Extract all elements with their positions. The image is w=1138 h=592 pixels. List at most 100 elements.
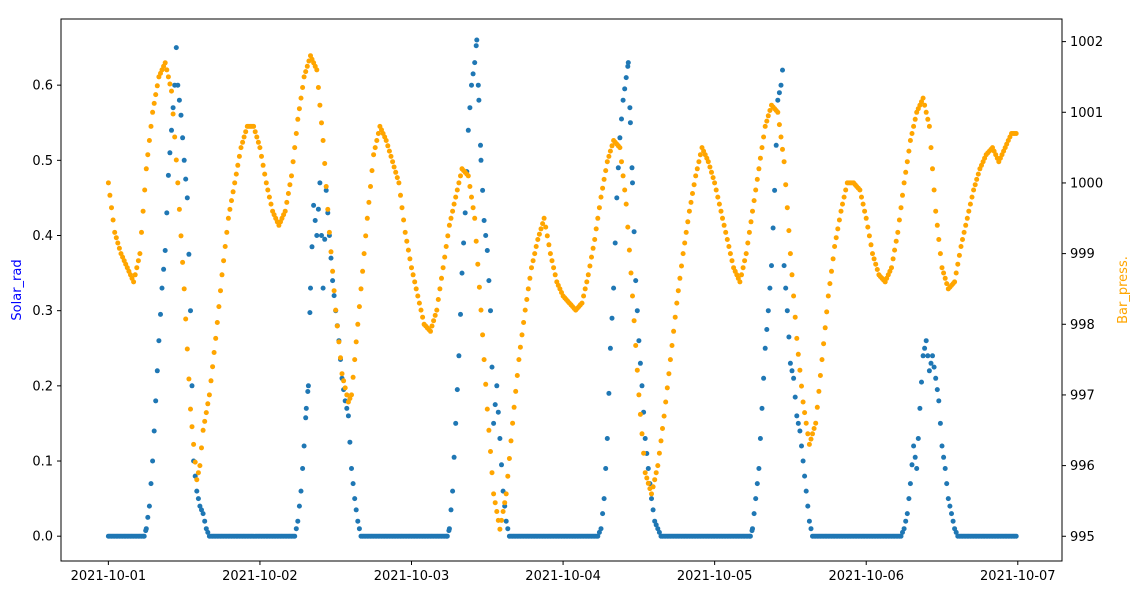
y-right-tick-label: 997: [1070, 388, 1095, 403]
data-point: [778, 82, 784, 88]
data-point: [497, 436, 503, 441]
data-point: [617, 145, 623, 151]
data-point: [508, 438, 514, 444]
data-point: [495, 409, 501, 415]
data-point: [967, 201, 973, 207]
data-point: [953, 529, 959, 535]
data-point: [627, 120, 633, 126]
data-point: [296, 503, 302, 509]
data-point: [941, 454, 947, 460]
data-point: [333, 307, 339, 313]
data-point: [446, 526, 452, 532]
data-point: [656, 529, 662, 535]
data-point: [488, 449, 493, 454]
data-point: [925, 116, 931, 122]
data-point: [290, 159, 296, 165]
data-point: [145, 514, 151, 520]
data-point: [141, 533, 147, 539]
data-point: [205, 401, 211, 407]
data-point: [747, 533, 753, 539]
data-point: [677, 275, 683, 281]
data-point: [931, 187, 937, 193]
data-point: [652, 477, 658, 483]
data-point: [443, 244, 449, 249]
data-point: [450, 488, 456, 494]
data-point: [907, 138, 913, 143]
data-point: [667, 357, 673, 363]
data-point: [315, 206, 321, 212]
data-point: [622, 187, 628, 193]
data-point: [739, 272, 744, 278]
data-point: [347, 439, 353, 445]
data-point: [489, 470, 495, 476]
data-point: [682, 240, 688, 246]
data-point: [679, 263, 684, 269]
data-point: [907, 481, 913, 487]
data-point: [505, 526, 511, 532]
data-point: [233, 171, 239, 177]
data-point: [199, 445, 204, 451]
data-point: [890, 256, 896, 262]
data-point: [448, 507, 454, 513]
data-point: [579, 300, 585, 306]
data-point: [898, 205, 904, 211]
data-point: [930, 353, 935, 359]
data-point: [356, 304, 362, 310]
data-point: [795, 351, 801, 357]
data-point: [200, 427, 206, 433]
y-left-tick-label: 0.3: [32, 304, 53, 319]
data-point: [521, 320, 527, 325]
data-point: [540, 221, 546, 227]
data-point: [546, 242, 552, 248]
data-point: [607, 345, 613, 351]
data-point: [437, 286, 443, 292]
y-left-tick-label: 0.4: [32, 229, 53, 244]
data-point: [107, 192, 113, 198]
data-point: [105, 180, 111, 186]
data-point: [154, 368, 160, 374]
data-point: [453, 194, 459, 200]
data-point: [727, 251, 733, 257]
data-point: [919, 379, 924, 385]
data-point: [857, 187, 863, 193]
data-point: [167, 81, 173, 87]
data-point: [769, 263, 774, 269]
data-point: [197, 463, 203, 469]
data-point: [641, 450, 647, 456]
data-point: [465, 173, 471, 179]
data-point: [840, 201, 845, 207]
data-point: [191, 441, 197, 447]
data-point: [937, 420, 943, 426]
data-point: [235, 162, 241, 168]
data-point: [661, 413, 667, 419]
data-point: [920, 95, 926, 101]
data-point: [289, 173, 294, 179]
data-point: [972, 182, 978, 188]
data-point: [686, 208, 692, 214]
data-point: [353, 339, 359, 345]
data-point: [783, 285, 789, 291]
data-point: [838, 208, 844, 214]
data-point: [966, 208, 972, 214]
data-point: [222, 244, 228, 249]
data-point: [865, 224, 871, 230]
data-point: [478, 307, 484, 313]
data-point: [189, 424, 195, 430]
data-point: [633, 278, 639, 284]
data-point: [178, 233, 184, 239]
data-point: [1013, 533, 1019, 539]
data-point: [964, 215, 970, 221]
x-tick-label: 2021-10-05: [677, 569, 753, 584]
data-point: [750, 208, 755, 214]
data-point: [456, 180, 462, 186]
data-point: [909, 131, 915, 136]
data-point: [409, 265, 414, 271]
data-point: [325, 206, 331, 212]
data-point: [926, 368, 932, 374]
data-point: [683, 229, 689, 235]
data-point: [817, 373, 823, 378]
data-point: [770, 225, 776, 231]
data-point: [110, 217, 116, 223]
data-point: [131, 279, 137, 285]
data-point: [148, 481, 154, 487]
